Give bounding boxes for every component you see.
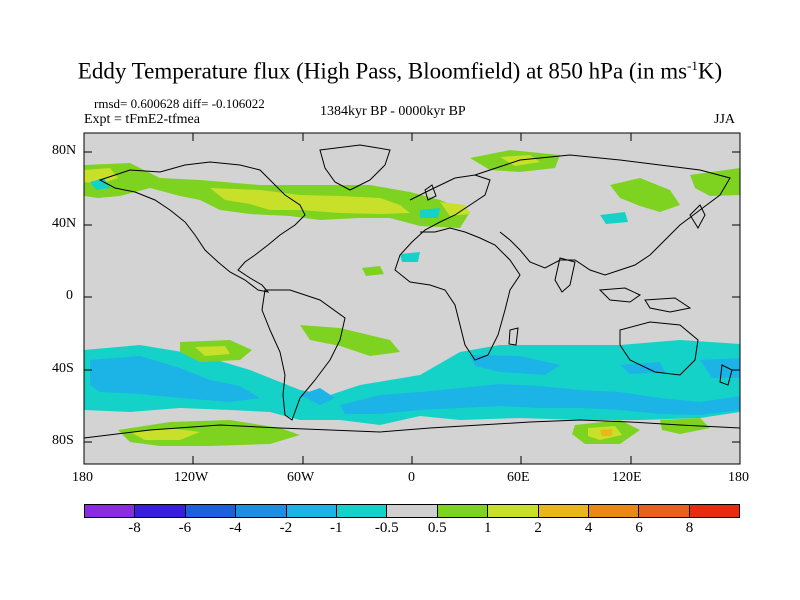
colorbar-label-8: 2 — [534, 520, 542, 536]
lon-label-120w: 120W — [174, 470, 209, 485]
colorbar-label-5: -0.5 — [374, 520, 399, 536]
season-label: JJA — [714, 112, 736, 127]
lon-label-0: 0 — [408, 470, 415, 485]
lat-label-80s: 80S — [52, 433, 74, 448]
negative-anomaly-south — [84, 340, 740, 425]
colorbar-cell-2 — [185, 505, 237, 517]
lon-label-60e: 60E — [507, 470, 530, 485]
colorbar-cell-0 — [85, 505, 136, 517]
colorbar-label-2: -4 — [229, 520, 242, 536]
colorbar-label-0: -8 — [128, 520, 141, 536]
colorbar-cell-12 — [689, 505, 740, 517]
negative-anomaly-north — [90, 178, 628, 262]
colorbar-cell-9 — [538, 505, 589, 517]
colorbar-cell-4 — [286, 505, 337, 517]
lon-label-180e: 180 — [728, 470, 749, 485]
colorbar-label-6: 0.5 — [427, 520, 447, 536]
positive-anomaly-south — [118, 325, 710, 446]
lon-ticks — [192, 133, 632, 464]
colorbar-label-3: -2 — [279, 520, 293, 536]
period-label: 1384kyr BP - 0000kyr BP — [320, 104, 466, 119]
lat-label-eq: 0 — [66, 288, 73, 303]
lat-label-40s: 40S — [52, 361, 74, 376]
positive-anomaly-north — [84, 150, 740, 276]
colorbar-cell-6 — [387, 505, 438, 517]
colorbar — [84, 504, 740, 518]
plot-title: Eddy Temperature flux (High Pass, Bloomf… — [77, 58, 723, 84]
lon-label-180w: 180 — [72, 470, 93, 485]
colorbar-cell-1 — [135, 505, 186, 517]
coastlines — [83, 144, 741, 439]
colorbar-cell-3 — [236, 505, 287, 517]
colorbar-cell-10 — [588, 505, 640, 517]
stats-text: rmsd= 0.600628 diff= -0.106022 — [94, 96, 265, 111]
colorbar-label-7: 1 — [483, 520, 492, 536]
lat-label-40n: 40N — [52, 216, 77, 231]
lon-label-120e: 120E — [612, 470, 642, 485]
colorbar-label-11: 8 — [685, 520, 694, 536]
colorbar-cell-5 — [336, 505, 388, 517]
colorbar-cell-11 — [639, 505, 690, 517]
colorbar-label-9: 4 — [584, 520, 593, 536]
colorbar-cell-8 — [488, 505, 539, 517]
colorbar-label-1: -6 — [178, 520, 192, 536]
lat-ticks — [84, 151, 740, 443]
lat-label-80n: 80N — [52, 143, 77, 158]
colorbar-label-4: -1 — [330, 520, 343, 536]
colorbar-cell-7 — [437, 505, 489, 517]
experiment-label: Expt = tFmE2-tfmea — [84, 112, 200, 127]
colorbar-label-10: 6 — [635, 520, 643, 536]
lon-label-60w: 60W — [287, 470, 315, 485]
